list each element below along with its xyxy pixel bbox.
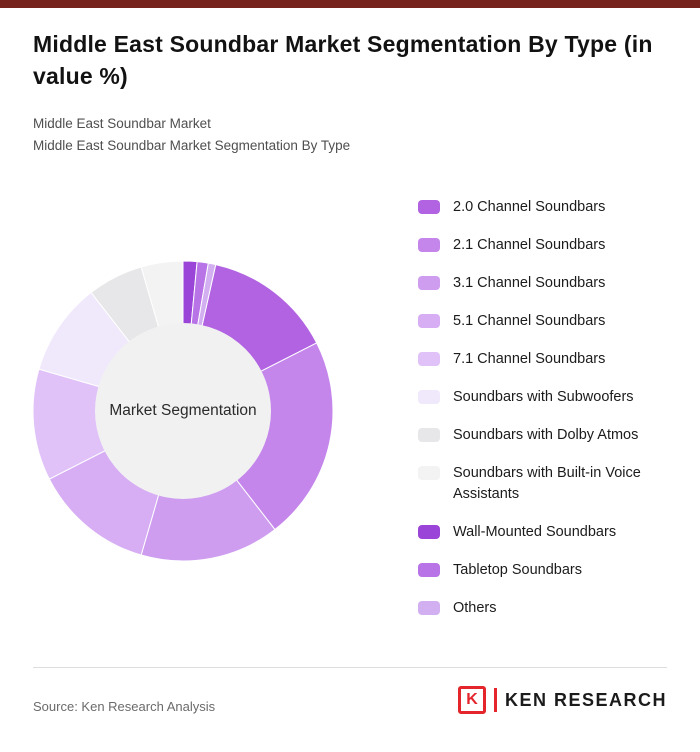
legend-swatch xyxy=(418,200,440,214)
donut-chart: Market Segmentation xyxy=(32,260,334,562)
legend-item: 7.1 Channel Soundbars xyxy=(418,349,676,370)
legend-item: 5.1 Channel Soundbars xyxy=(418,311,676,332)
source-text: Source: Ken Research Analysis xyxy=(33,699,216,714)
subtitle-block: Middle East Soundbar Market Middle East … xyxy=(33,113,350,156)
legend-label: 2.1 Channel Soundbars xyxy=(453,237,606,254)
legend-item: 2.0 Channel Soundbars xyxy=(418,197,676,218)
legend-label: 2.0 Channel Soundbars xyxy=(453,199,606,215)
brand-logo-divider xyxy=(493,688,497,712)
legend-item: 3.1 Channel Soundbars xyxy=(418,273,676,294)
legend-swatch xyxy=(418,466,440,481)
legend-label: Wall-Mounted Soundbars xyxy=(453,524,617,541)
legend-label: Tabletop Soundbars xyxy=(453,562,582,579)
legend-label: Soundbars with Dolby Atmos xyxy=(453,427,639,444)
brand-logo-text: KEN RESEARCH xyxy=(504,689,667,710)
top-accent-bar xyxy=(0,0,700,8)
donut-svg xyxy=(32,260,334,562)
donut-center-label: Market Segmentation xyxy=(109,402,257,419)
legend-swatch xyxy=(418,601,440,616)
brand-logo: K KEN RESEARCH xyxy=(457,686,667,714)
legend-item: Others xyxy=(418,598,676,619)
chart-legend: 2.0 Channel Soundbars 2.1 Channel Soundba… xyxy=(418,197,676,636)
footer-divider xyxy=(33,667,667,668)
legend-swatch xyxy=(418,525,440,540)
legend-label: 3.1 Channel Soundbars xyxy=(453,275,606,292)
legend-label: 7.1 Channel Soundbars xyxy=(453,351,606,368)
legend-item: Tabletop Soundbars xyxy=(418,560,676,581)
legend-swatch xyxy=(418,428,440,443)
legend-swatch xyxy=(418,390,440,405)
legend-item: Soundbars with Built-in Voice Assistants xyxy=(418,463,676,505)
legend-item: Soundbars with Dolby Atmos xyxy=(418,425,676,446)
legend-swatch xyxy=(418,276,440,291)
page-title: Middle East Soundbar Market Segmentation… xyxy=(33,31,653,90)
legend-label: Others xyxy=(453,600,497,617)
legend-item: Soundbars with Subwoofers xyxy=(418,387,676,408)
legend-label: 5.1 Channel Soundbars xyxy=(453,313,606,330)
legend-label: Soundbars with Subwoofers xyxy=(453,389,634,406)
legend-swatch xyxy=(418,314,440,329)
legend-item: Wall-Mounted Soundbars xyxy=(418,522,676,543)
brand-logo-icon: K xyxy=(457,686,486,714)
subtitle-line-1: Middle East Soundbar Market xyxy=(33,116,211,131)
legend-swatch xyxy=(418,238,440,253)
legend-item: 2.1 Channel Soundbars xyxy=(418,235,676,256)
legend-swatch xyxy=(418,563,440,578)
donut-hole xyxy=(95,323,271,499)
legend-swatch xyxy=(418,352,440,367)
subtitle-line-2: Middle East Soundbar Market Segmentation… xyxy=(33,137,351,153)
legend-label: Soundbars with Built-in Voice Assistants xyxy=(453,465,641,503)
